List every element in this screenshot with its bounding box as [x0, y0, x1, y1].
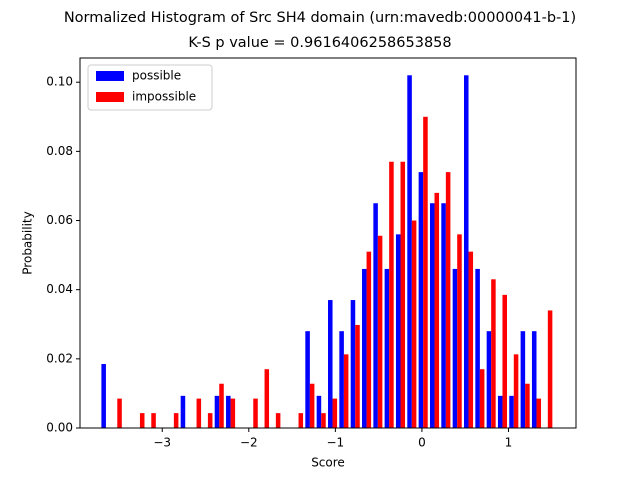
bar	[445, 172, 451, 428]
bar	[332, 398, 338, 428]
bar	[400, 161, 406, 428]
legend-label: possible	[132, 69, 181, 83]
bar	[468, 251, 474, 428]
y-axis-label: Probability	[21, 211, 35, 274]
bar	[491, 279, 496, 428]
bar	[513, 354, 519, 428]
bar	[298, 413, 304, 428]
bar	[275, 413, 281, 428]
bar	[395, 234, 401, 428]
bar	[452, 268, 458, 428]
bar	[230, 398, 236, 428]
bar	[520, 331, 526, 428]
bar	[475, 268, 480, 428]
bar	[509, 395, 514, 428]
legend-label: impossible	[132, 90, 196, 104]
bar	[219, 383, 224, 428]
bar	[366, 251, 372, 428]
bar	[418, 172, 424, 428]
bar	[373, 203, 378, 428]
x-tick-label: −1	[327, 436, 345, 450]
legend-swatch	[96, 71, 124, 81]
bar	[384, 268, 390, 428]
bar	[173, 413, 179, 428]
bar	[362, 268, 367, 428]
bar	[486, 331, 492, 428]
bar	[180, 395, 186, 428]
bar	[502, 294, 508, 428]
bar	[350, 300, 356, 428]
bar	[441, 203, 446, 428]
bar	[196, 398, 202, 428]
bar	[321, 413, 326, 428]
x-tick-label: −2	[240, 436, 258, 450]
y-tick-label: 0.10	[46, 75, 73, 89]
bar	[479, 369, 485, 428]
bar	[207, 413, 213, 428]
chart-title: Normalized Histogram of Src SH4 domain (…	[64, 10, 576, 26]
axes-frame	[79, 57, 577, 429]
bar	[101, 364, 106, 428]
bar	[355, 324, 360, 428]
bar	[531, 331, 537, 428]
bar	[423, 116, 428, 429]
bar	[253, 398, 258, 428]
bar	[226, 395, 231, 428]
bar	[525, 383, 530, 428]
bar	[151, 413, 156, 428]
y-tick-label: 0.06	[46, 213, 73, 227]
bar	[305, 331, 310, 428]
legend-swatch	[96, 92, 124, 102]
bar	[407, 75, 412, 428]
x-axis-label: Score	[311, 456, 345, 470]
y-tick-label: 0.08	[46, 144, 73, 158]
bar	[377, 235, 383, 428]
x-tick-label: 1	[505, 436, 513, 450]
bar	[547, 310, 553, 428]
y-tick-label: 0.04	[46, 282, 73, 296]
y-tick-label: 0.02	[46, 351, 73, 365]
y-tick-label: 0.00	[46, 421, 73, 435]
bar	[497, 395, 503, 428]
bar	[411, 220, 417, 428]
bar	[316, 395, 322, 428]
bar	[339, 331, 344, 428]
bar	[536, 398, 542, 428]
bar	[264, 369, 270, 428]
chart-subtitle: K-S p value = 0.9616406258653858	[188, 35, 451, 51]
bar	[434, 192, 440, 428]
x-tick-label: 0	[418, 436, 426, 450]
bar	[389, 161, 394, 428]
x-tick-label: −3	[153, 436, 171, 450]
bar	[429, 203, 435, 428]
bar	[309, 383, 315, 428]
bar	[343, 354, 349, 428]
bar	[457, 234, 462, 428]
bar	[328, 300, 333, 428]
bar	[214, 395, 220, 428]
bar	[117, 398, 122, 428]
bar	[463, 75, 469, 428]
bar	[139, 413, 145, 428]
